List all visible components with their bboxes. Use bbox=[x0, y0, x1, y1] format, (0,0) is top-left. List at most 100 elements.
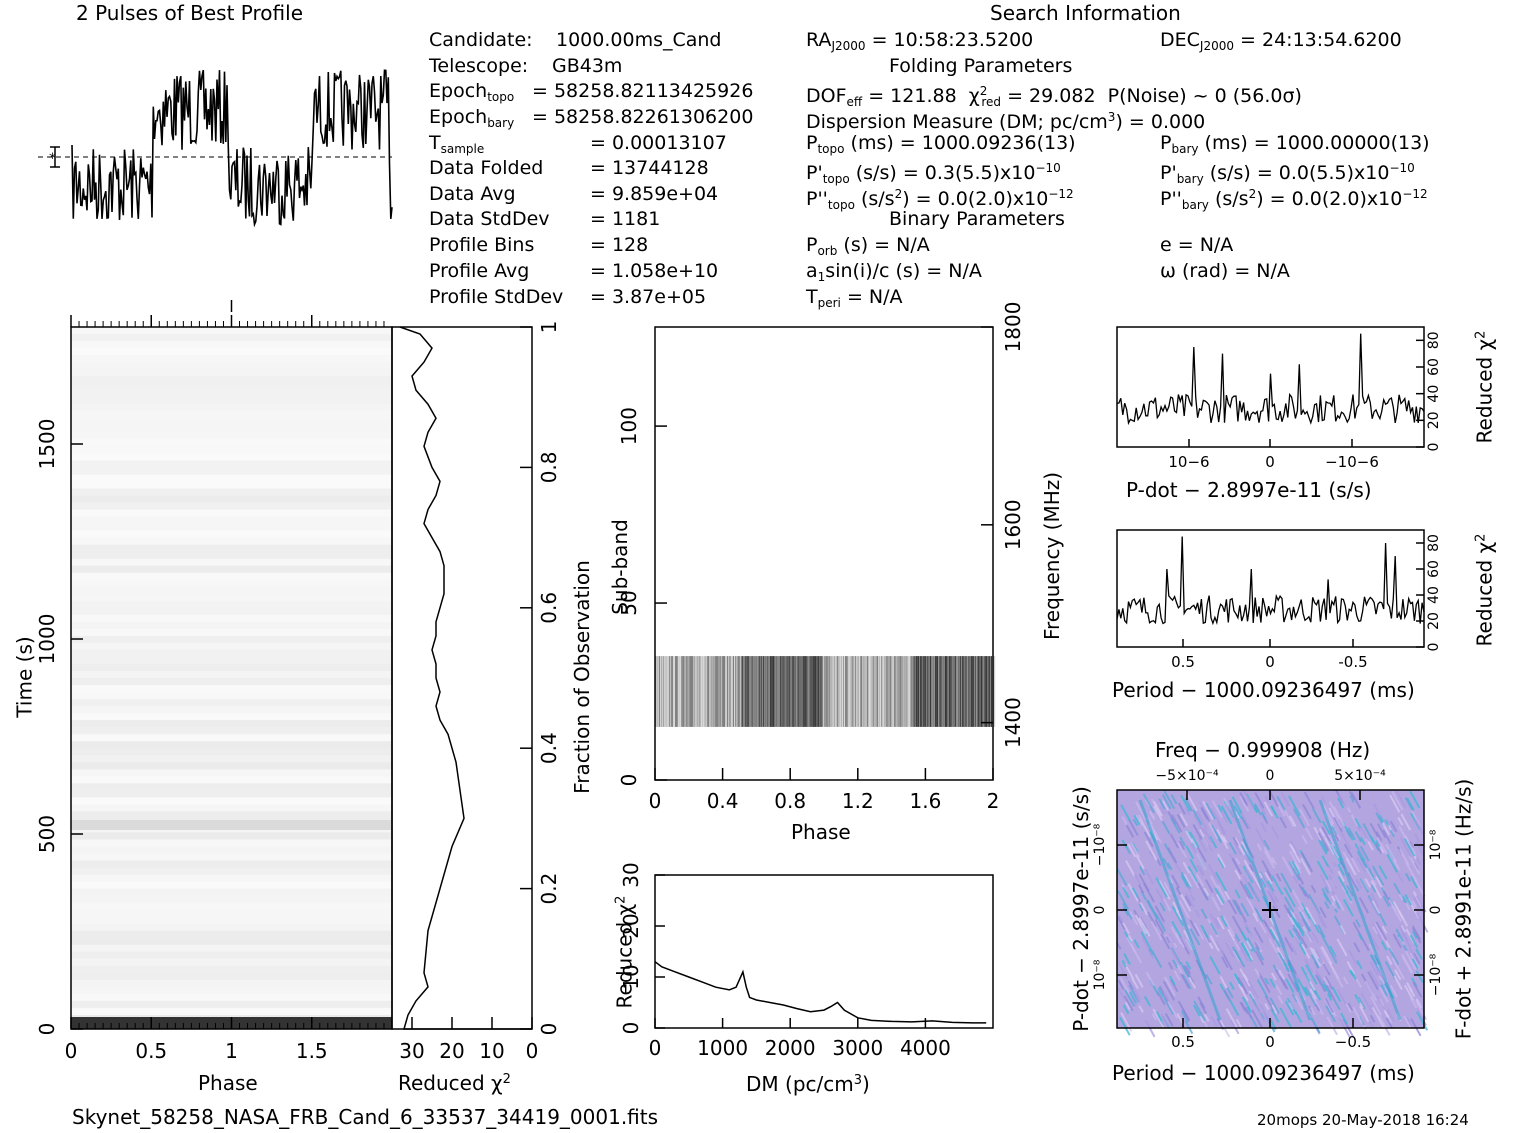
tick-label: 0.8 bbox=[537, 451, 561, 483]
texture-stroke bbox=[1272, 905, 1281, 919]
subband-column bbox=[674, 656, 676, 727]
subband-column bbox=[753, 656, 755, 727]
subband-column bbox=[888, 656, 890, 727]
chi-fraction-plot: 30 20 10 0 0 0.2 0.4 0.6 0.8 1 bbox=[391, 321, 561, 1063]
texture-stroke bbox=[1283, 962, 1290, 972]
texture-stroke bbox=[1254, 968, 1261, 977]
texture-stroke bbox=[1339, 830, 1352, 850]
texture-stroke bbox=[1213, 830, 1222, 842]
texture-stroke bbox=[1409, 790, 1421, 809]
dm-value: ) = 0.000 bbox=[1115, 111, 1206, 133]
phase-axis-label: Phase bbox=[198, 1071, 258, 1095]
subband-column bbox=[685, 656, 687, 727]
texture-stroke bbox=[1132, 986, 1141, 1000]
texture-stroke bbox=[1358, 896, 1370, 914]
texture-stroke bbox=[1151, 950, 1163, 968]
subband-column bbox=[805, 656, 807, 727]
time-phase-row bbox=[71, 713, 392, 721]
texture-stroke bbox=[1378, 986, 1389, 1003]
texture-stroke bbox=[1409, 948, 1417, 959]
pdot-chi-plot: 0 20 40 60 80 10−6 0 −10−6 bbox=[1116, 326, 1442, 471]
time-phase-row bbox=[71, 769, 392, 777]
subband-column bbox=[950, 656, 952, 727]
texture-stroke bbox=[1185, 938, 1194, 951]
subband-column bbox=[869, 656, 871, 727]
texture-stroke bbox=[1242, 797, 1249, 807]
texture-stroke bbox=[1253, 805, 1259, 813]
texture-stroke bbox=[1225, 1008, 1238, 1028]
texture-stroke bbox=[1185, 790, 1198, 812]
texture-stroke bbox=[1145, 840, 1158, 861]
subband-column bbox=[804, 656, 806, 727]
time-phase-row bbox=[71, 593, 392, 602]
texture-stroke bbox=[1405, 873, 1411, 882]
texture-stroke bbox=[1318, 827, 1326, 837]
subband-column bbox=[763, 656, 765, 727]
time-phase-row bbox=[71, 1007, 392, 1016]
texture-stroke bbox=[1263, 977, 1270, 985]
texture-stroke bbox=[1221, 956, 1229, 969]
subband-column bbox=[880, 656, 882, 727]
texture-stroke bbox=[1258, 973, 1271, 994]
texture-stroke bbox=[1231, 899, 1242, 916]
time-phase-row bbox=[71, 425, 392, 433]
subband-column bbox=[690, 656, 692, 727]
texture-stroke bbox=[1317, 832, 1330, 852]
texture-stroke bbox=[1415, 998, 1423, 1009]
texture-stroke bbox=[1313, 989, 1322, 1001]
texture-stroke bbox=[1226, 805, 1238, 823]
texture-stroke bbox=[1375, 921, 1388, 941]
subband-column bbox=[986, 656, 988, 727]
subband-column bbox=[794, 656, 796, 727]
subband-column bbox=[842, 656, 844, 727]
texture-stroke bbox=[1232, 836, 1239, 847]
subband-column bbox=[970, 656, 972, 727]
texture-stroke bbox=[1133, 814, 1141, 826]
texture-stroke bbox=[1333, 816, 1343, 833]
subband-column bbox=[949, 656, 951, 727]
texture-stroke bbox=[1234, 837, 1246, 856]
texture-stroke bbox=[1359, 1005, 1370, 1023]
texture-stroke bbox=[1159, 902, 1166, 912]
texture-stroke bbox=[1342, 898, 1354, 917]
texture-stroke bbox=[1216, 821, 1226, 836]
texture-stroke bbox=[1163, 790, 1176, 810]
texture-stroke bbox=[1239, 880, 1251, 900]
tick-label: −0.5 bbox=[1335, 1033, 1371, 1051]
texture-stroke bbox=[1195, 852, 1207, 870]
texture-stroke bbox=[1255, 941, 1263, 953]
tick-label: 0.8 bbox=[774, 789, 806, 813]
texture-stroke bbox=[1194, 909, 1201, 918]
texture-stroke bbox=[1409, 952, 1421, 970]
texture-stroke bbox=[1135, 995, 1141, 1003]
subband-column bbox=[737, 656, 739, 727]
time-phase-row bbox=[71, 509, 392, 517]
subband-band bbox=[655, 656, 996, 727]
texture-stroke bbox=[1162, 821, 1171, 835]
tick-label: 80 bbox=[1426, 331, 1442, 349]
subband-column bbox=[827, 656, 829, 727]
texture-stroke bbox=[1371, 923, 1380, 935]
period-line bbox=[1116, 536, 1425, 626]
subband-column bbox=[713, 656, 715, 727]
time-phase-row bbox=[71, 453, 392, 461]
texture-stroke bbox=[1163, 997, 1175, 1016]
subband-column bbox=[792, 656, 794, 727]
subband-column bbox=[960, 656, 962, 727]
tick-label: 0 bbox=[1265, 453, 1275, 471]
subband-column bbox=[984, 656, 986, 727]
texture-stroke bbox=[1298, 883, 1307, 897]
subband-column bbox=[813, 656, 815, 727]
texture-stroke bbox=[1324, 998, 1335, 1014]
texture-stroke bbox=[1379, 846, 1385, 854]
texture-stroke bbox=[1327, 834, 1336, 847]
time-phase-row bbox=[71, 614, 392, 623]
subband-column bbox=[712, 656, 714, 727]
subband-column bbox=[782, 656, 784, 727]
texture-stroke bbox=[1298, 942, 1307, 955]
chi2-value: = 29.082 bbox=[1007, 85, 1096, 107]
texture-stroke bbox=[1276, 801, 1286, 817]
texture-stroke bbox=[1278, 969, 1285, 980]
pddbary-value2: ) = 0.0(2.0)x10 bbox=[1256, 188, 1403, 210]
pdbary-value: (s/s) = 0.0(5.5)x10 bbox=[1209, 162, 1390, 184]
